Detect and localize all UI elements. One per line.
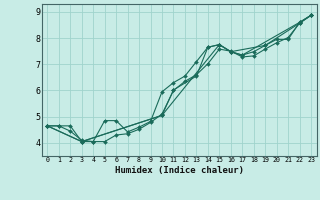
X-axis label: Humidex (Indice chaleur): Humidex (Indice chaleur) (115, 166, 244, 175)
